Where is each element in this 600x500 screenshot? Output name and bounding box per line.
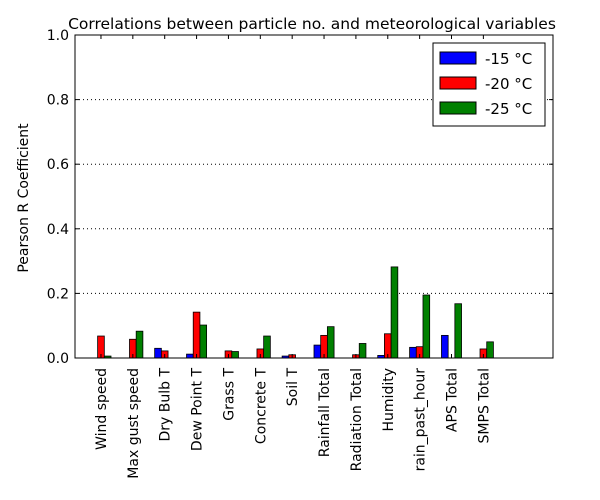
y-tick-label: 0.8 xyxy=(47,93,69,109)
x-tick-label: rain_past_hour xyxy=(413,368,429,472)
bar xyxy=(390,266,399,359)
x-tick-labels: Wind speed Max gust speed Dry Bulb T Dew Po… xyxy=(94,368,492,479)
bar xyxy=(358,343,367,359)
x-tick-label: SMPS Total xyxy=(476,368,492,443)
x-tick-label: Dry Bulb T xyxy=(158,368,174,442)
legend-swatch xyxy=(439,101,477,115)
axis-ticks xyxy=(75,34,553,359)
bar xyxy=(186,353,194,359)
bar xyxy=(135,330,144,359)
x-tick-label: Dew Point T xyxy=(190,368,206,452)
bars xyxy=(97,266,494,359)
bar xyxy=(154,347,162,359)
grid-lines xyxy=(75,99,553,294)
bar xyxy=(409,346,417,359)
x-tick-label: APS Total xyxy=(445,368,461,432)
bar xyxy=(326,326,335,359)
y-tick-label: 0.6 xyxy=(47,157,69,173)
x-tick-label: Wind speed xyxy=(94,368,110,450)
y-tick-label: 0.4 xyxy=(47,222,69,238)
bar xyxy=(313,344,322,359)
y-axis-label: Pearson R Coefficient xyxy=(16,123,32,273)
legend-swatch xyxy=(439,51,477,65)
bar xyxy=(192,311,201,359)
y-tick-label: 0.0 xyxy=(47,351,69,367)
legend-swatch xyxy=(439,76,477,90)
bar xyxy=(263,335,271,359)
x-tick-label: Soil T xyxy=(285,368,301,407)
legend-label: -25 °C xyxy=(485,100,532,118)
legend-label: -15 °C xyxy=(485,50,532,68)
x-tick-label: Max gust speed xyxy=(126,368,142,479)
x-tick-label: Grass T xyxy=(221,368,237,421)
y-tick-label: 0.2 xyxy=(47,286,69,302)
plot-frame xyxy=(74,34,554,359)
bar xyxy=(231,351,239,359)
x-tick-label: Concrete T xyxy=(253,368,269,445)
bar xyxy=(199,324,208,359)
bar xyxy=(441,334,449,359)
y-tick-labels: 0.0 0.2 0.4 0.6 0.8 1.0 xyxy=(47,28,69,367)
bar xyxy=(454,303,462,359)
legend-label: -20 °C xyxy=(485,75,532,93)
chart-title: Correlations between particle no. and me… xyxy=(68,15,556,33)
x-tick-label: Radiation Total xyxy=(349,368,365,471)
legend: -15 °C -20 °C -25 °C xyxy=(432,42,546,127)
bar xyxy=(486,341,494,359)
y-tick-label: 1.0 xyxy=(47,28,69,44)
x-tick-label: Humidity xyxy=(381,368,397,431)
x-tick-label: Rainfall Total xyxy=(317,368,333,457)
bar xyxy=(422,294,431,359)
